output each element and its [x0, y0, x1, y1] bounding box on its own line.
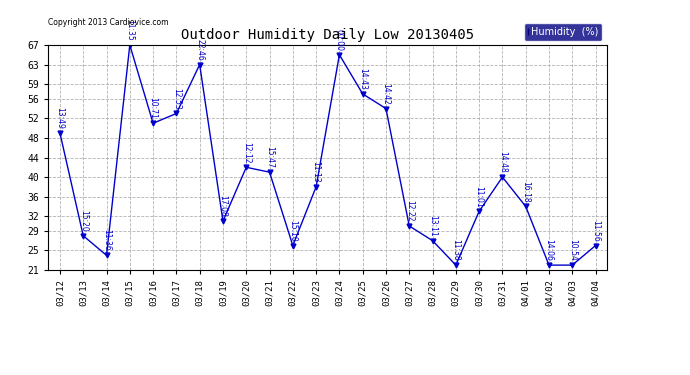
- Text: 11:38: 11:38: [451, 239, 460, 261]
- Text: 16:18: 16:18: [521, 181, 530, 202]
- Text: 14:48: 14:48: [498, 151, 507, 173]
- Text: 10:71: 10:71: [148, 98, 157, 119]
- Text: 00:00: 00:00: [335, 28, 344, 51]
- Text: 13:11: 13:11: [428, 215, 437, 237]
- Text: 15:10: 15:10: [288, 220, 297, 242]
- Text: 13:49: 13:49: [55, 107, 64, 129]
- Text: 11:01: 11:01: [475, 186, 484, 207]
- Text: Copyright 2013 Cardiovice.com: Copyright 2013 Cardiovice.com: [48, 18, 169, 27]
- Legend: Humidity  (%): Humidity (%): [524, 23, 602, 40]
- Text: 11:56: 11:56: [591, 220, 600, 242]
- Text: 22:46: 22:46: [195, 39, 204, 60]
- Text: 15:47: 15:47: [265, 146, 274, 168]
- Text: 17:08: 17:08: [219, 195, 228, 217]
- Title: Outdoor Humidity Daily Low 20130405: Outdoor Humidity Daily Low 20130405: [181, 28, 474, 42]
- Text: 12:12: 12:12: [241, 142, 250, 163]
- Text: 11:36: 11:36: [102, 230, 111, 251]
- Text: 14:43: 14:43: [358, 68, 367, 90]
- Text: 14:42: 14:42: [382, 82, 391, 104]
- Text: 14:06: 14:06: [544, 239, 553, 261]
- Text: 11:35: 11:35: [126, 19, 135, 41]
- Text: 12:22: 12:22: [405, 200, 414, 222]
- Text: 15:20: 15:20: [79, 210, 88, 232]
- Text: 10:54: 10:54: [568, 239, 577, 261]
- Text: 12:53: 12:53: [172, 87, 181, 109]
- Text: 11:13: 11:13: [312, 161, 321, 183]
